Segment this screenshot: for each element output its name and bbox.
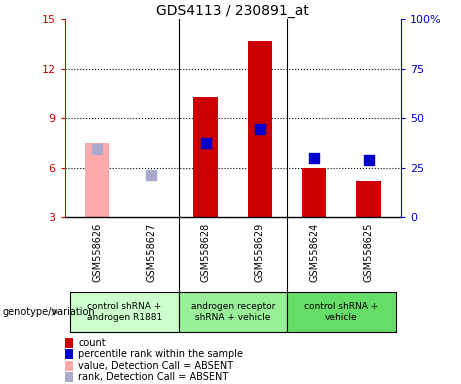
Text: rank, Detection Call = ABSENT: rank, Detection Call = ABSENT [78,372,229,382]
Bar [302,167,326,217]
Text: genotype/variation: genotype/variation [2,307,95,317]
Point [365,157,372,163]
Bar [194,97,218,217]
Bar [356,181,381,217]
Text: GSM558627: GSM558627 [147,223,156,282]
Point [94,146,101,152]
Point [256,126,264,132]
Bar [139,217,164,223]
Bar [85,143,109,217]
Text: GSM558624: GSM558624 [309,223,319,282]
Text: GSM558625: GSM558625 [364,223,373,282]
Point [202,140,209,146]
Text: GSM558626: GSM558626 [92,223,102,282]
Title: GDS4113 / 230891_at: GDS4113 / 230891_at [156,4,309,18]
Point [148,172,155,178]
Text: androgen receptor
shRNA + vehicle: androgen receptor shRNA + vehicle [190,301,275,323]
Bar [248,41,272,217]
Bar [178,292,287,332]
Text: GSM558629: GSM558629 [255,223,265,282]
Text: percentile rank within the sample: percentile rank within the sample [78,349,243,359]
Bar [287,292,396,332]
Text: control shRNA +
vehicle: control shRNA + vehicle [304,301,378,323]
Text: value, Detection Call = ABSENT: value, Detection Call = ABSENT [78,361,233,371]
Point [311,156,318,162]
Bar [70,292,178,332]
Text: count: count [78,338,106,348]
Text: control shRNA +
androgen R1881: control shRNA + androgen R1881 [87,301,162,323]
Text: GSM558628: GSM558628 [201,223,211,282]
